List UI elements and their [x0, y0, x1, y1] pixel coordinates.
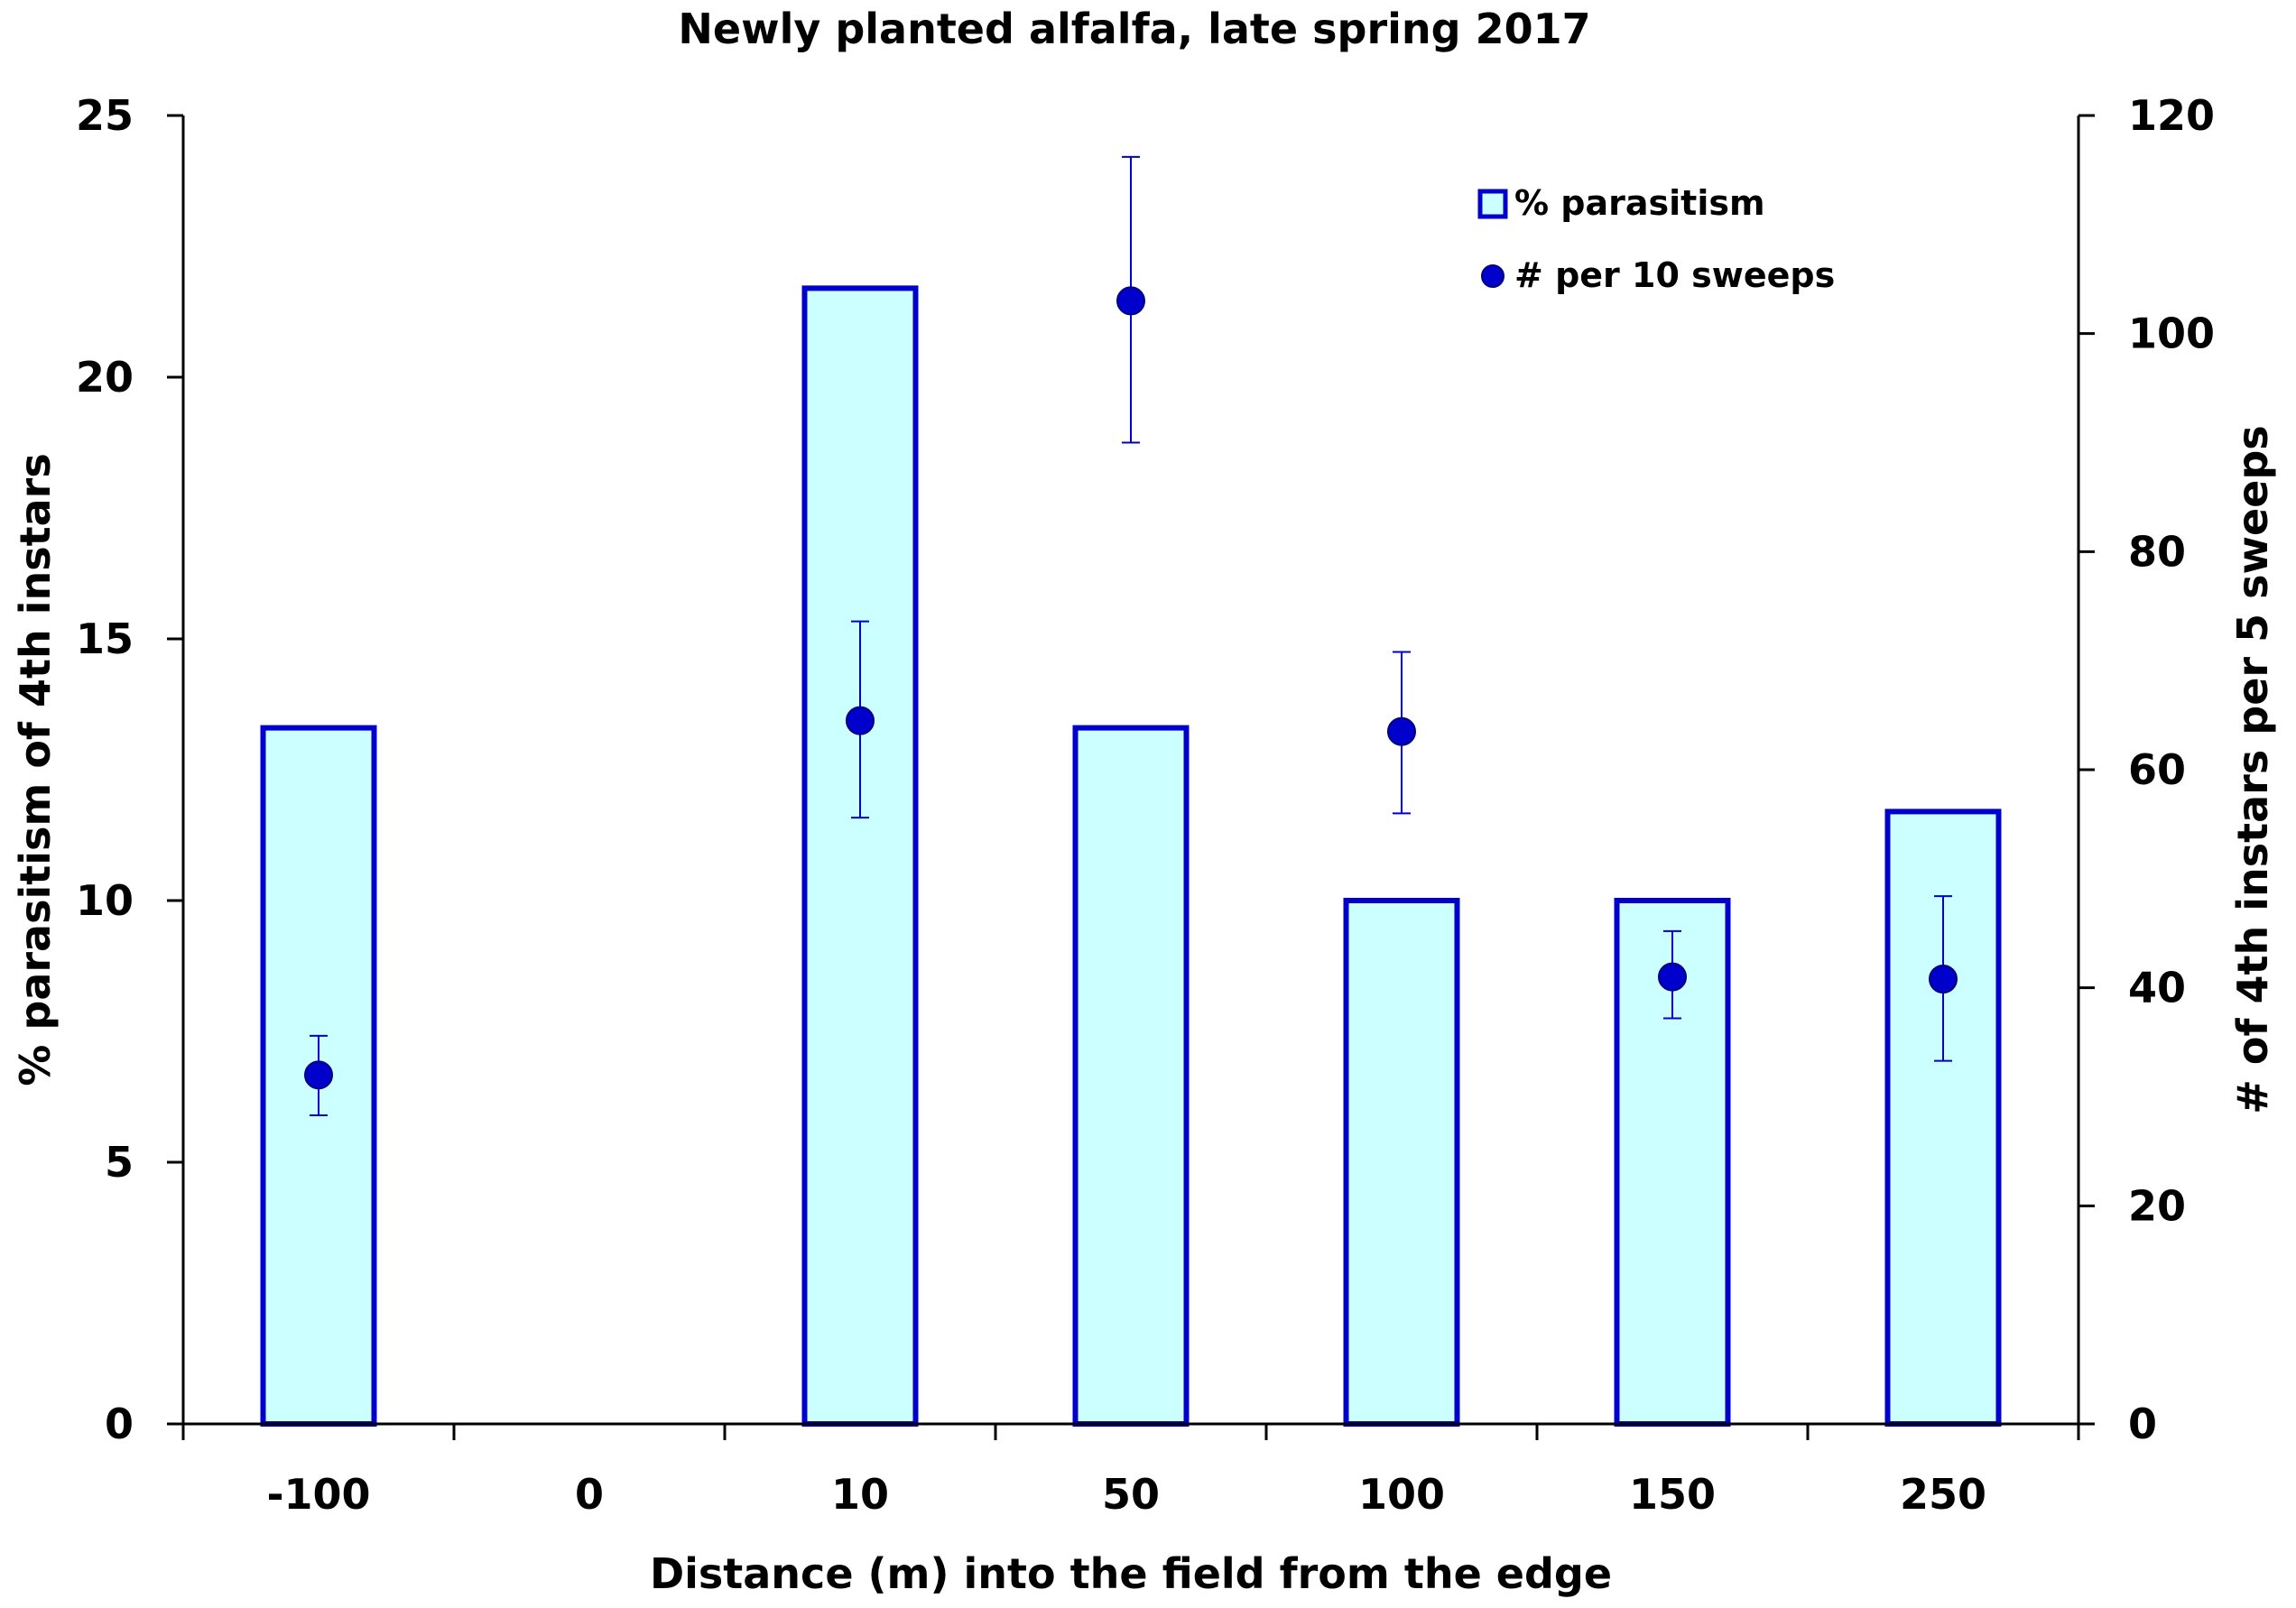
- y2-tick-label: 80: [2128, 527, 2186, 576]
- y-tick-label: 25: [76, 91, 134, 140]
- legend-bar-label: % parasitism: [1514, 183, 1765, 223]
- y2-axis-label: # of 4th instars per 5 sweeps: [2228, 425, 2277, 1114]
- x-tick-label: 10: [831, 1470, 889, 1519]
- bars-layer: [260, 285, 2002, 1427]
- chart-title: Newly planted alfalfa, late spring 2017: [678, 5, 1590, 53]
- data-point: [1929, 965, 1958, 993]
- data-point: [1387, 716, 1416, 746]
- y2-tick-label: 120: [2128, 91, 2215, 140]
- legend-point-marker: [1481, 264, 1504, 288]
- x-tick-label: 250: [1900, 1470, 1986, 1519]
- x-tick-label: 50: [1102, 1470, 1160, 1519]
- y-tick-label: 15: [76, 615, 134, 663]
- y2-tick-label: 60: [2128, 745, 2186, 794]
- y2-tick-label: 20: [2128, 1181, 2186, 1230]
- bar: [1072, 725, 1190, 1427]
- legend-point-label: # per 10 sweeps: [1514, 255, 1835, 295]
- x-tick-label: -100: [266, 1470, 370, 1519]
- y-axis-label: % parasitism of 4th instars: [11, 453, 60, 1086]
- y2-tick-label: 0: [2128, 1400, 2157, 1448]
- x-axis-label: Distance (m) into the field from the edg…: [650, 1549, 1612, 1598]
- points-layer: [304, 155, 1958, 1117]
- x-tick-label: 150: [1629, 1470, 1716, 1519]
- legend-bar-swatch: [1477, 189, 1508, 219]
- bar: [1343, 898, 1460, 1427]
- y2-tick-label: 40: [2128, 964, 2186, 1012]
- ticks-layer: -100 0 10 50 100 150 2500510152025020406080100…: [76, 91, 2215, 1519]
- x-tick-label: 100: [1358, 1470, 1445, 1519]
- data-point: [1116, 286, 1145, 316]
- legend: % parasitism # per 10 sweeps: [1477, 183, 1835, 295]
- data-point: [846, 706, 875, 735]
- data-point: [1658, 962, 1687, 992]
- y-tick-label: 20: [76, 353, 134, 402]
- bar: [801, 285, 919, 1427]
- y-tick-label: 10: [76, 876, 134, 925]
- y-tick-label: 5: [105, 1138, 134, 1187]
- x-tick-label: 0: [575, 1470, 604, 1519]
- data-point: [304, 1060, 333, 1090]
- y-tick-label: 0: [105, 1400, 134, 1448]
- y2-tick-label: 100: [2128, 310, 2215, 358]
